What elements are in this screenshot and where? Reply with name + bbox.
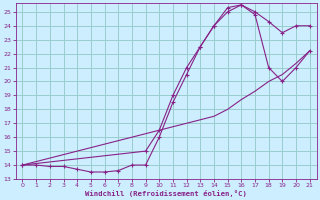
X-axis label: Windchill (Refroidissement éolien,°C): Windchill (Refroidissement éolien,°C): [85, 190, 247, 197]
